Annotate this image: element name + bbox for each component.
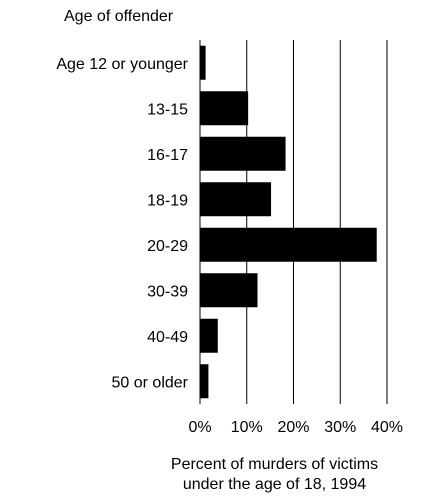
x-tick-label: 40% (371, 419, 403, 436)
y-tick-label: 13-15 (147, 101, 188, 118)
y-tick-label: 50 or older (112, 374, 189, 391)
bar (200, 364, 209, 399)
y-tick-label: 20-29 (147, 238, 188, 255)
x-axis-title-line-1: Percent of murders of victims (170, 456, 379, 473)
y-tick-label: 16-17 (147, 147, 188, 164)
y-tick-label: 30-39 (147, 283, 188, 300)
bar (200, 227, 377, 262)
y-tick-label: 40-49 (147, 329, 188, 346)
x-axis-title-line-2: under the age of 18, 1994 (182, 476, 367, 493)
x-tick-label: 30% (324, 419, 356, 436)
bar (200, 45, 206, 80)
y-tick-label: Age 12 or younger (56, 56, 188, 73)
y-axis-title: Age of offender (64, 8, 174, 25)
x-tick-label: 0% (188, 419, 211, 436)
x-tick-label: 20% (277, 419, 309, 436)
bar (200, 91, 249, 126)
bar (200, 136, 286, 171)
x-axis-title: Percent of murders of victims under the … (120, 455, 429, 495)
bar (200, 318, 218, 353)
x-tick-label: 10% (231, 419, 263, 436)
y-tick-label: 18-19 (147, 192, 188, 209)
bar (200, 182, 272, 217)
bar (200, 273, 258, 308)
